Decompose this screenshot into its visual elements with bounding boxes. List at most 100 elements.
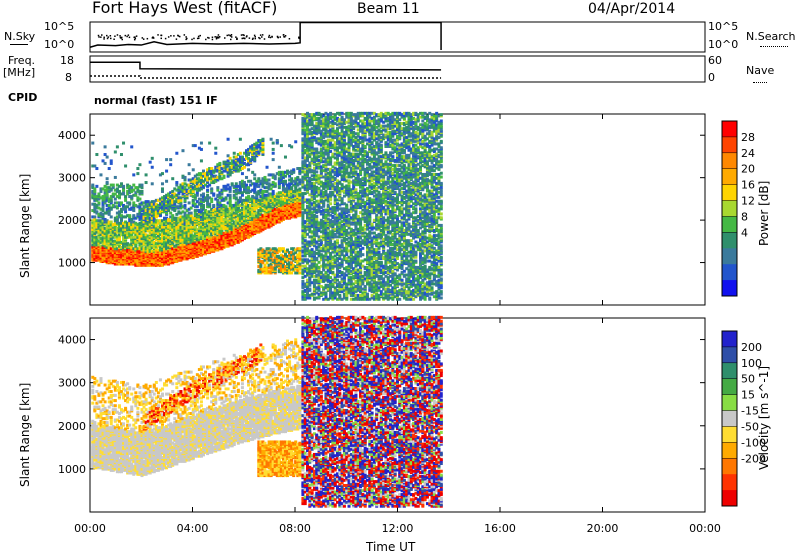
- nsky-dot: [199, 35, 201, 37]
- power-cell: [188, 172, 191, 175]
- power-cell: [214, 152, 217, 155]
- nsky-dot: [106, 35, 108, 37]
- power-cell: [169, 158, 172, 161]
- power-cell: [247, 168, 250, 171]
- y-tick-label: 1000: [58, 257, 86, 270]
- nsky-dot: [255, 38, 256, 40]
- nsky-dot: [165, 38, 167, 40]
- nsky-dot: [108, 36, 110, 38]
- power-cell: [284, 156, 287, 159]
- power-cell: [202, 192, 205, 195]
- x-tick-label: 20:00: [587, 522, 619, 535]
- nsky-dot: [216, 38, 218, 40]
- power-cell: [122, 142, 125, 145]
- nsky-dot: [298, 38, 300, 40]
- nsky-dot: [133, 37, 135, 39]
- power-cell: [161, 182, 164, 185]
- power-cell: [149, 161, 152, 164]
- power-cell: [272, 190, 275, 193]
- power-cell: [229, 194, 232, 197]
- y-tick-label: 3000: [58, 172, 86, 185]
- power-cell: [294, 140, 297, 143]
- nsky-dot: [170, 35, 172, 37]
- nsky-dot: [98, 35, 100, 37]
- nsky-dot: [285, 35, 287, 37]
- power-cell: [151, 182, 154, 185]
- nsky-dot: [103, 37, 105, 39]
- power-noise-cell: [315, 215, 318, 218]
- power-cell: [106, 181, 109, 184]
- nsky-dot: [136, 35, 138, 37]
- power-cell: [99, 173, 102, 176]
- power-cell: [175, 152, 178, 155]
- x-tick-label: 08:00: [279, 522, 311, 535]
- nsky-dot: [147, 38, 149, 40]
- power-cell: [298, 187, 301, 190]
- power-cell: [114, 176, 117, 179]
- nsky-dot: [126, 36, 128, 38]
- power-cell: [151, 166, 154, 169]
- power-cell: [216, 186, 219, 189]
- power-cell: [91, 184, 94, 187]
- power-cell: [106, 156, 109, 159]
- nsky-dot: [185, 36, 187, 38]
- power-cell: [114, 150, 117, 153]
- power-cell: [128, 201, 131, 204]
- y-tick-label: 2000: [58, 420, 86, 433]
- power-cell: [268, 178, 271, 181]
- power-cell: [120, 153, 123, 156]
- power-cell: [140, 190, 143, 193]
- power-cell: [233, 152, 236, 155]
- x-tick-label: 00:00: [74, 522, 106, 535]
- nsky-dot: [270, 37, 272, 39]
- power-cell: [95, 153, 98, 156]
- nsky-dot: [160, 35, 162, 37]
- power-cell: [175, 181, 178, 184]
- power-cell: [171, 177, 174, 180]
- power-cell: [298, 271, 301, 274]
- nsky-dot: [173, 35, 175, 37]
- nsky-dot: [236, 38, 238, 40]
- y-tick-label: 4000: [58, 334, 86, 347]
- power-cell: [292, 168, 295, 171]
- power-cell: [138, 198, 141, 201]
- nsky-dot: [205, 39, 207, 41]
- power-cell: [245, 176, 248, 179]
- power-cell: [108, 167, 111, 170]
- y-tick-label: 4000: [58, 129, 86, 142]
- power-cell: [136, 167, 139, 170]
- power-cell: [95, 185, 98, 188]
- nsky-dot: [283, 34, 285, 36]
- nsky-dot: [157, 34, 159, 36]
- power-cell: [91, 142, 94, 145]
- power-cell: [161, 187, 164, 190]
- x-tick-label: 16:00: [484, 522, 516, 535]
- nsky-dot: [224, 37, 226, 39]
- nsky-dot: [252, 38, 254, 40]
- power-cell: [222, 175, 225, 178]
- power-cell: [116, 145, 119, 148]
- nsky-dot: [128, 34, 129, 36]
- nsky-dot: [216, 36, 218, 38]
- power-cell: [192, 168, 195, 171]
- nsky-dot: [212, 37, 214, 39]
- nsky-dot: [277, 37, 279, 39]
- nsky-dot: [230, 39, 232, 41]
- power-cell: [188, 163, 191, 166]
- nsky-dot: [122, 39, 124, 41]
- power-cell: [284, 180, 287, 183]
- power-cell: [145, 181, 148, 184]
- x-tick-label: 00:00: [689, 522, 721, 535]
- power-cell: [165, 180, 168, 183]
- power-cell: [169, 163, 172, 166]
- power-cell: [272, 142, 275, 145]
- nsky-dot: [113, 39, 115, 41]
- power-cell: [212, 192, 215, 195]
- power-cell: [124, 164, 127, 167]
- nsky-dot: [119, 35, 121, 37]
- power-cell: [276, 139, 279, 142]
- power-noise-cell: [315, 170, 318, 173]
- power-cell: [202, 204, 205, 207]
- power-cell: [165, 170, 168, 173]
